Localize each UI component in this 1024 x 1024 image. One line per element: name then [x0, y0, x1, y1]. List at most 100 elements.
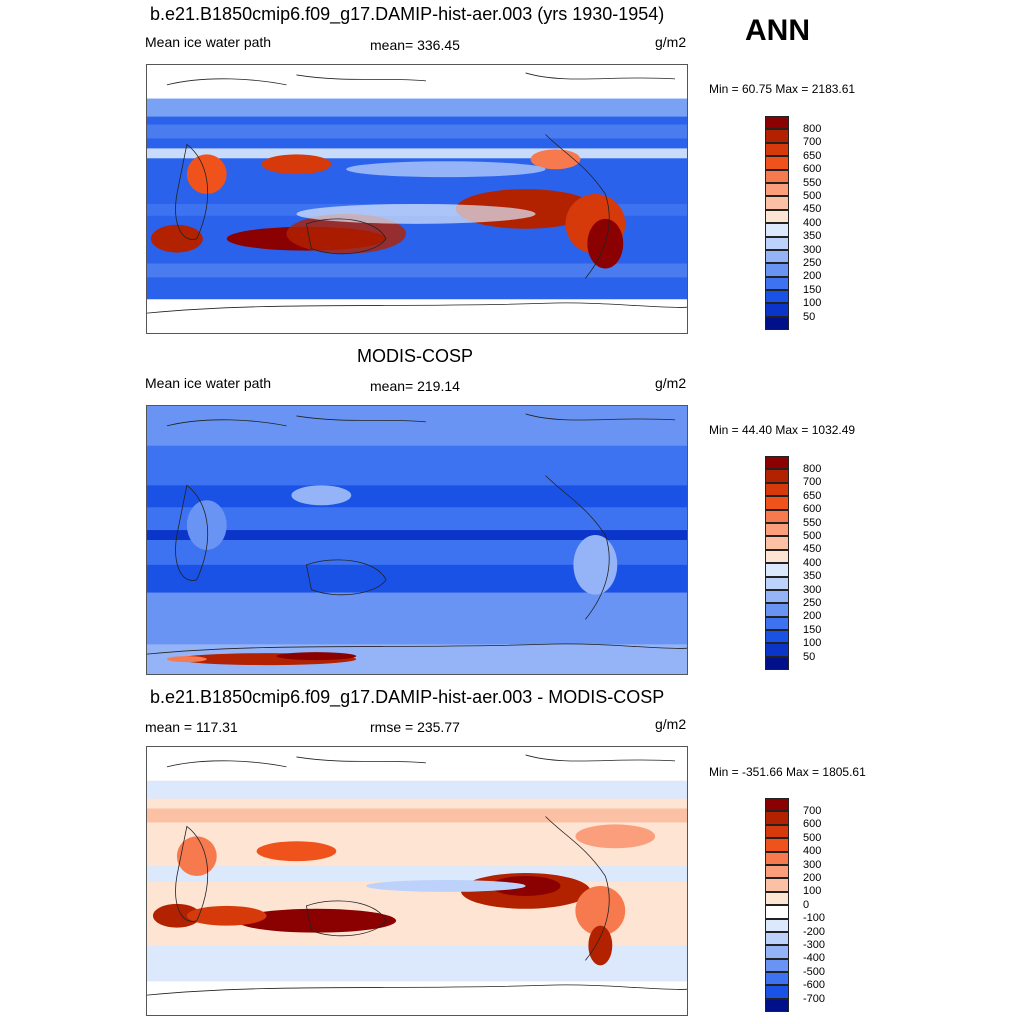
colorbar-cell [765, 589, 789, 604]
colorbar-tick-label: 0 [803, 898, 810, 911]
colorbar-cell [765, 290, 789, 304]
colorbar-tick-label: 150 [803, 623, 822, 636]
colorbar-cell [765, 549, 789, 564]
colorbar-tick-label: 700 [803, 476, 822, 489]
colorbar-tick-label: 550 [803, 176, 822, 189]
panel-2-units: g/m2 [655, 375, 687, 391]
colorbar-tick-label: 400 [803, 216, 822, 229]
colorbar-tick-label: 50 [803, 650, 816, 663]
colorbar-cell [765, 209, 789, 224]
colorbar-cell [765, 891, 789, 906]
panel-1-map [146, 64, 688, 334]
colorbar-cell [765, 643, 789, 657]
colorbar-tick-label: 250 [803, 256, 822, 269]
colorbar-cell [765, 656, 789, 671]
colorbar-cell [765, 509, 789, 523]
colorbar-tick-label: 700 [803, 804, 822, 817]
colorbar-cell [765, 249, 789, 264]
colorbar-tick-label: 500 [803, 831, 822, 844]
panel-3-colorbar [765, 798, 789, 1013]
colorbar-tick-label: 500 [803, 529, 822, 542]
colorbar-tick-label: -200 [803, 925, 826, 938]
panel-3-title: b.e21.B1850cmip6.f09_g17.DAMIP-hist-aer.… [150, 687, 665, 707]
colorbar-tick-label: -100 [803, 912, 826, 925]
colorbar-cell [765, 196, 789, 210]
colorbar-cell [765, 985, 789, 999]
colorbar-cell [765, 182, 789, 197]
colorbar-tick-label: 100 [803, 637, 822, 650]
colorbar-tick-label: -400 [803, 952, 826, 965]
colorbar-cell [765, 303, 789, 317]
colorbar-tick-label: 300 [803, 243, 822, 256]
colorbar-tick-label: 600 [803, 818, 822, 831]
colorbar-tick-label: 300 [803, 858, 822, 871]
colorbar-tick-label: 350 [803, 570, 822, 583]
colorbar-cell [765, 972, 789, 986]
colorbar-tick-label: 600 [803, 163, 822, 176]
colorbar-cell [765, 918, 789, 932]
colorbar-cell [765, 129, 789, 143]
panel-1-colorbar [765, 116, 789, 331]
panel-1-units: g/m2 [655, 34, 687, 50]
colorbar-tick-label: 50 [803, 310, 816, 323]
panel-2-colorbar [765, 456, 789, 671]
colorbar-cell [765, 456, 789, 470]
colorbar-cell [765, 263, 789, 277]
panel-1-minmax: Min = 60.75 Max = 2183.61 [709, 82, 856, 96]
colorbar-cell [765, 958, 789, 973]
panel-3-left-label: mean = 117.31 [145, 719, 238, 735]
colorbar-cell [765, 536, 789, 550]
colorbar-tick-label: 100 [803, 885, 822, 898]
colorbar-cell [765, 838, 789, 852]
colorbar-cell [765, 276, 789, 291]
panel-2-mean: mean= 219.14 [370, 378, 460, 394]
colorbar-tick-label: 650 [803, 149, 822, 162]
colorbar-cell [765, 223, 789, 237]
colorbar-cell [765, 563, 789, 577]
colorbar-cell [765, 931, 789, 946]
colorbar-cell [765, 469, 789, 483]
colorbar-tick-label: -700 [803, 992, 826, 1005]
colorbar-cell [765, 864, 789, 879]
colorbar-tick-label: 650 [803, 489, 822, 502]
colorbar-tick-label: 450 [803, 203, 822, 216]
colorbar-tick-label: 450 [803, 543, 822, 556]
colorbar-tick-label: 100 [803, 297, 822, 310]
colorbar-cell [765, 851, 789, 865]
colorbar-cell [765, 945, 789, 959]
colorbar-tick-label: -600 [803, 979, 826, 992]
colorbar-cell [765, 169, 789, 183]
panel-2-minmax: Min = 44.40 Max = 1032.49 [709, 423, 856, 437]
colorbar-tick-label: 600 [803, 503, 822, 516]
colorbar-tick-label: 400 [803, 845, 822, 858]
colorbar-tick-label: -500 [803, 965, 826, 978]
colorbar-tick-label: 800 [803, 462, 822, 475]
colorbar-cell [765, 798, 789, 812]
colorbar-cell [765, 878, 789, 892]
colorbar-cell [765, 811, 789, 825]
colorbar-cell [765, 316, 789, 331]
colorbar-cell [765, 603, 789, 617]
colorbar-cell [765, 156, 789, 170]
colorbar-tick-label: 300 [803, 583, 822, 596]
colorbar-tick-label: 350 [803, 230, 822, 243]
colorbar-cell [765, 616, 789, 631]
colorbar-cell [765, 998, 789, 1013]
colorbar-tick-label: 800 [803, 122, 822, 135]
panel-2-left-label: Mean ice water path [145, 375, 272, 391]
panel-3-units: g/m2 [655, 716, 687, 732]
colorbar-tick-label: 200 [803, 270, 822, 283]
colorbar-tick-label: 400 [803, 556, 822, 569]
colorbar-cell [765, 482, 789, 497]
panel-3-rmse: rmse = 235.77 [370, 719, 460, 735]
colorbar-cell [765, 116, 789, 130]
colorbar-tick-label: -300 [803, 938, 826, 951]
colorbar-cell [765, 142, 789, 157]
colorbar-cell [765, 522, 789, 537]
colorbar-tick-label: 550 [803, 516, 822, 529]
panel-2-map [146, 405, 688, 675]
colorbar-tick-label: 250 [803, 596, 822, 609]
colorbar-cell [765, 576, 789, 590]
colorbar-cell [765, 236, 789, 250]
panel-3-map [146, 746, 688, 1016]
